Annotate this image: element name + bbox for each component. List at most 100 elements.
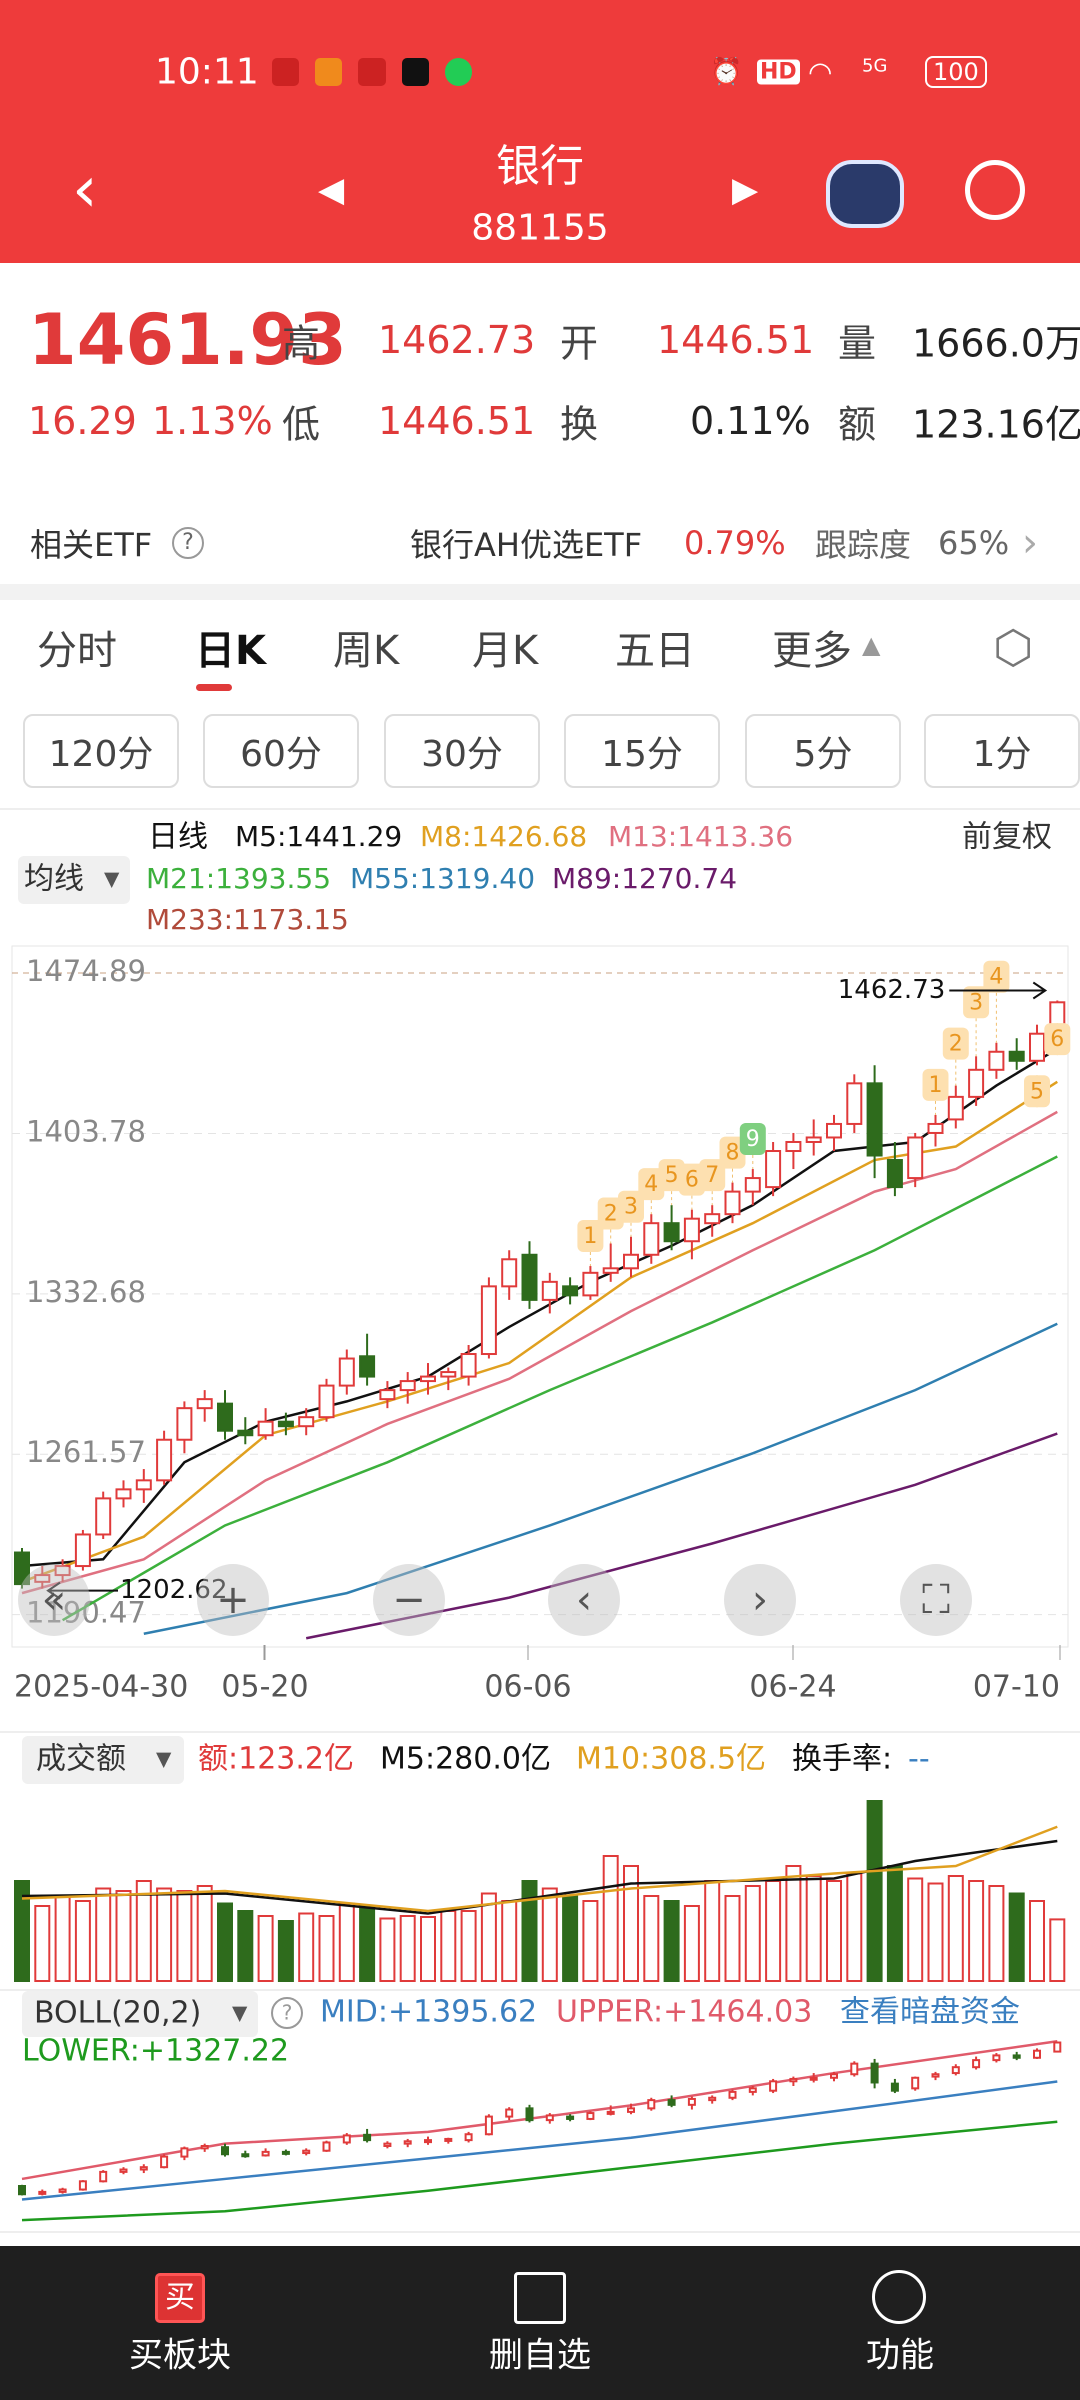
volume-bar: [14, 1880, 30, 1982]
boll-candle-body: [951, 2066, 960, 2075]
ma-legend: M13:1413.36: [608, 820, 793, 853]
back-button[interactable]: ‹: [72, 153, 98, 227]
tab[interactable]: 分时: [37, 628, 117, 674]
dropdown-arrow: ▼: [156, 1747, 172, 1771]
boll-candle-body: [728, 2090, 737, 2099]
volume-bar: [440, 1910, 457, 1982]
volume-bar: [846, 1872, 863, 1982]
boll-candle-body: [241, 2153, 250, 2158]
adjust: 前复权: [962, 820, 1052, 855]
boll-selector-bg: [22, 1991, 258, 2037]
td-badge: [597, 1197, 624, 1230]
chart-control[interactable]: [724, 1564, 796, 1636]
search-button[interactable]: [965, 160, 1025, 220]
candle-body: [277, 1420, 294, 1428]
boll-candle-body: [322, 2141, 331, 2152]
boll-candle-body: [18, 2185, 26, 2196]
candle-body: [602, 1267, 619, 1274]
volume-bar: [237, 1910, 254, 1982]
tab[interactable]: 五日: [615, 628, 695, 674]
chart-control[interactable]: [18, 1564, 90, 1636]
boll-candle-body: [972, 2059, 981, 2069]
chart-control[interactable]: [373, 1564, 445, 1636]
settings-button[interactable]: ⬡: [993, 620, 1034, 674]
chart-control[interactable]: [197, 1564, 269, 1636]
boll-line: [21, 2120, 1058, 2222]
boll-candle-body: [281, 2150, 290, 2155]
help-icon[interactable]: ?: [172, 527, 204, 559]
td-count: 4: [644, 1172, 658, 1197]
boll-candle-body: [180, 2147, 189, 2158]
boll-candle-body: [586, 2112, 595, 2120]
tab[interactable]: 周K: [333, 628, 400, 674]
field-value: 1462.73: [378, 318, 536, 362]
nav-item[interactable]: 删自选: [489, 2335, 591, 2376]
dark-pool-link[interactable]: 查看暗盘资金: [840, 1995, 1020, 2030]
ma-line: [21, 1080, 1058, 1584]
interval-button[interactable]: 120分: [23, 714, 179, 788]
td-count: 2: [949, 1032, 963, 1057]
volume-bar: [866, 1800, 883, 1982]
tab[interactable]: 月K: [472, 628, 539, 674]
candle-body: [927, 1122, 944, 1134]
interval-button[interactable]: 5分: [745, 714, 901, 788]
candle-body: [501, 1258, 518, 1288]
buy-icon[interactable]: 买: [155, 2273, 205, 2323]
chart-control[interactable]: [548, 1564, 620, 1636]
x-tick-label: 2025-04-30: [14, 1670, 188, 1705]
chart-control-icon: −: [392, 1577, 426, 1623]
robot-button[interactable]: [826, 160, 904, 228]
candle-body: [359, 1355, 376, 1378]
chevron: ›: [1022, 520, 1038, 566]
volume-ma-legend: M10:308.5亿: [576, 1742, 766, 1777]
volume-bar: [54, 1895, 71, 1982]
volume-bar: [135, 1880, 152, 1982]
prev-button[interactable]: ◀: [318, 170, 345, 210]
volume-bar: [582, 1900, 599, 1982]
wifi: ◠: [808, 55, 833, 89]
nav-item[interactable]: 功能: [866, 2335, 934, 2376]
td-count: 6: [685, 1168, 699, 1193]
interval-button[interactable]: 30分: [384, 714, 540, 788]
etf-name[interactable]: 银行AH优选ETF: [410, 526, 643, 564]
next-button[interactable]: ▶: [732, 170, 759, 210]
volume-bar: [196, 1885, 213, 1982]
ma-legend: M21:1393.55: [146, 862, 331, 895]
ma-line: [143, 1322, 1058, 1635]
interval-button[interactable]: 1分: [924, 714, 1080, 788]
td-count: 5: [1030, 1079, 1044, 1104]
volume-bar: [501, 1900, 518, 1982]
function-icon[interactable]: [872, 2270, 926, 2324]
volume-selector: 成交额: [36, 1742, 126, 1777]
candle-body: [886, 1159, 903, 1189]
candle-body: [156, 1438, 173, 1482]
td-badge: [678, 1163, 705, 1196]
code: 881155: [471, 207, 609, 249]
boll-candle-body: [444, 2137, 453, 2142]
candle-body: [562, 1285, 579, 1297]
td-count: 7: [705, 1163, 719, 1188]
tab[interactable]: 更多: [772, 628, 852, 674]
nav-item[interactable]: 买板块: [129, 2335, 231, 2376]
tab[interactable]: 日K: [195, 628, 266, 674]
candle-body: [440, 1371, 457, 1378]
network: 5G: [862, 55, 888, 77]
td-badge: [577, 1220, 604, 1253]
volume-bar: [1008, 1892, 1025, 1982]
dropdown-arrow: ▼: [104, 867, 120, 891]
chart-control[interactable]: [900, 1564, 972, 1636]
track-label: 跟踪度: [815, 526, 912, 564]
volume-bar: [907, 1877, 924, 1982]
candle-body: [785, 1140, 802, 1153]
candle-body: [907, 1136, 924, 1180]
boll-legend: LOWER:+1327.22: [22, 2034, 289, 2069]
boll-candle-body: [687, 2097, 696, 2106]
boll-candle-body: [484, 2115, 493, 2136]
remove-icon[interactable]: [514, 2272, 566, 2324]
divider: [0, 808, 1080, 810]
td-badge: [618, 1190, 644, 1223]
interval-button[interactable]: 60分: [203, 714, 359, 788]
interval-button[interactable]: 15分: [564, 714, 720, 788]
ma-legend: M89:1270.74: [552, 862, 737, 895]
chart-control-icon: ‹: [576, 1577, 592, 1623]
